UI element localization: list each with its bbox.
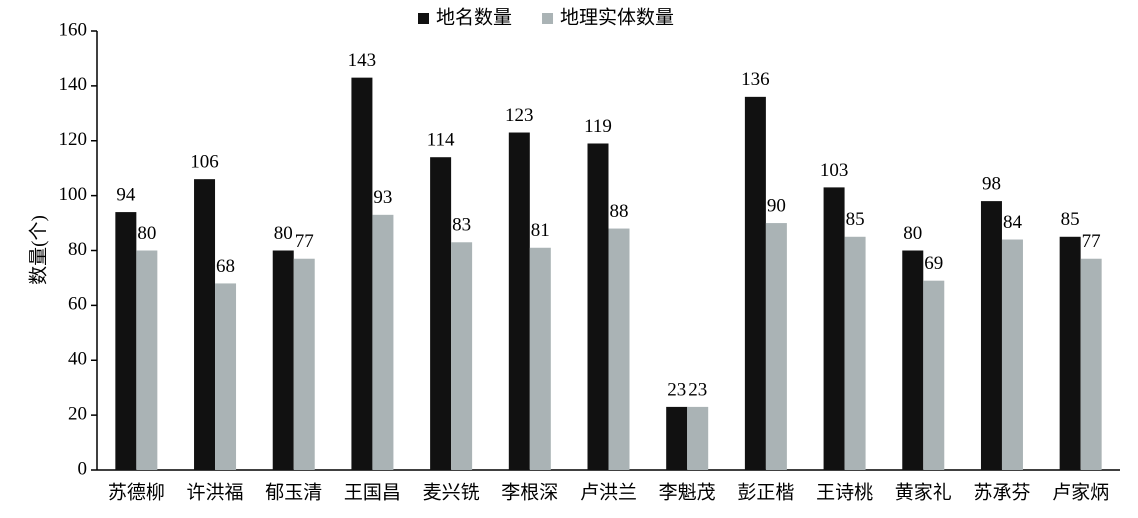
bar <box>687 406 709 470</box>
bar <box>765 223 787 470</box>
bar <box>587 143 609 470</box>
y-tick-label: 120 <box>59 129 88 150</box>
x-tick-label: 苏承芬 <box>973 481 1030 503</box>
x-tick-label: 许洪福 <box>187 481 244 503</box>
x-tick-label: 王国昌 <box>344 482 401 503</box>
x-tick-label: 李根深 <box>501 481 558 503</box>
bar <box>194 179 216 470</box>
bar <box>529 247 551 470</box>
value-label: 80 <box>274 223 293 244</box>
value-label: 80 <box>903 223 922 244</box>
y-tick-label: 140 <box>59 74 88 95</box>
value-label: 85 <box>1061 209 1080 230</box>
value-label: 69 <box>924 253 943 274</box>
value-label: 88 <box>610 201 629 222</box>
y-tick-label: 0 <box>78 458 88 479</box>
x-tick-label: 彭正楷 <box>737 481 794 503</box>
x-tick-label: 麦兴铣 <box>423 481 480 503</box>
bar <box>1059 236 1081 470</box>
y-tick-label: 100 <box>59 184 88 205</box>
value-label: 114 <box>427 130 455 151</box>
bar <box>744 96 766 470</box>
y-tick-label: 60 <box>68 294 87 315</box>
value-label: 93 <box>373 187 392 208</box>
x-tick-label: 王诗桃 <box>816 481 873 503</box>
bar <box>923 280 945 470</box>
value-label: 143 <box>348 50 377 71</box>
legend-swatch <box>418 13 429 24</box>
value-label: 23 <box>688 379 707 400</box>
y-tick-label: 20 <box>68 403 87 424</box>
bar <box>980 201 1002 471</box>
value-label: 23 <box>667 379 686 400</box>
x-tick-label: 苏德柳 <box>108 481 165 503</box>
bar <box>215 283 237 470</box>
value-label: 106 <box>190 152 219 173</box>
value-label: 136 <box>741 69 770 90</box>
y-tick-label: 80 <box>68 239 87 260</box>
value-label: 84 <box>1003 212 1023 233</box>
bar <box>666 406 688 470</box>
value-label: 80 <box>137 223 156 244</box>
value-label: 77 <box>295 231 314 252</box>
bar <box>1080 258 1102 470</box>
x-tick-label: 卢洪兰 <box>580 481 637 503</box>
bar <box>844 236 866 470</box>
bar <box>1001 239 1023 470</box>
value-label: 119 <box>584 116 612 137</box>
bar <box>508 132 530 471</box>
value-label: 123 <box>505 105 534 126</box>
bar <box>115 212 137 470</box>
bar <box>608 228 630 470</box>
value-label: 85 <box>846 209 865 230</box>
x-tick-label: 郁玉清 <box>265 481 322 503</box>
value-label: 90 <box>767 195 786 216</box>
value-label: 94 <box>116 184 136 205</box>
bar <box>823 187 845 471</box>
value-label: 83 <box>452 215 471 236</box>
bar <box>902 250 924 470</box>
bar <box>351 77 373 471</box>
value-label: 81 <box>531 220 550 241</box>
value-label: 77 <box>1082 231 1101 252</box>
legend-label: 地理实体数量 <box>560 6 674 28</box>
y-tick-label: 160 <box>59 19 88 40</box>
bar <box>293 258 315 470</box>
legend-swatch <box>542 13 554 24</box>
bar <box>272 250 294 470</box>
bar <box>136 250 158 470</box>
bar <box>372 214 394 470</box>
value-label: 103 <box>820 160 849 181</box>
x-tick-label: 卢家炳 <box>1052 481 1109 503</box>
bar <box>451 242 473 470</box>
x-tick-label: 黄家礼 <box>895 481 952 503</box>
y-tick-label: 40 <box>68 349 87 370</box>
y-axis-label: 数量(个) <box>27 215 49 285</box>
x-tick-label: 李魁茂 <box>659 481 716 503</box>
value-label: 68 <box>216 256 235 277</box>
legend-label: 地名数量 <box>436 6 512 28</box>
value-label: 98 <box>982 173 1001 194</box>
bar <box>430 157 452 470</box>
